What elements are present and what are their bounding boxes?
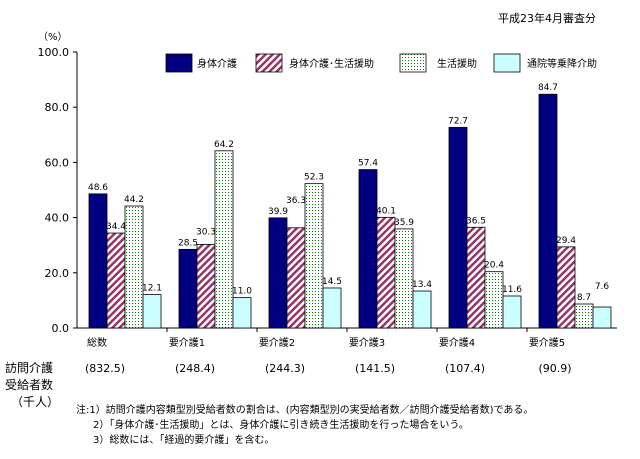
data-label: 84.7 bbox=[538, 83, 558, 93]
legend-label: 身体介護･生活援助 bbox=[289, 57, 374, 70]
bar bbox=[394, 228, 414, 329]
data-label: 44.2 bbox=[124, 195, 144, 205]
data-label: 36.5 bbox=[466, 216, 486, 226]
x-tick-label: 要介護2 bbox=[259, 336, 295, 349]
legend-swatch bbox=[165, 53, 193, 73]
data-label: 34.4 bbox=[106, 222, 126, 232]
bar bbox=[178, 248, 198, 329]
data-label: 40.1 bbox=[376, 206, 396, 216]
bar bbox=[592, 306, 612, 329]
legend-swatch bbox=[255, 53, 283, 73]
data-label: 20.4 bbox=[484, 261, 504, 271]
data-label: 64.2 bbox=[214, 140, 234, 150]
data-label: 36.3 bbox=[286, 196, 306, 206]
y-tick-label: 60.0 bbox=[45, 156, 70, 169]
recipients-value: (248.4) bbox=[175, 362, 215, 375]
chart-subtitle: 平成23年4月審査分 bbox=[498, 12, 596, 25]
data-label: 13.4 bbox=[412, 280, 432, 290]
x-tick-label: 要介護4 bbox=[439, 336, 475, 349]
bar bbox=[574, 303, 594, 329]
x-tick-label: 要介護5 bbox=[529, 336, 565, 349]
data-label: 11.6 bbox=[502, 285, 522, 295]
y-tick-label: 80.0 bbox=[45, 101, 70, 114]
x-tick-label: 要介護1 bbox=[169, 336, 205, 349]
bar bbox=[142, 294, 162, 329]
bar bbox=[538, 93, 558, 329]
recipients-value: (90.9) bbox=[538, 362, 571, 375]
data-label: 35.9 bbox=[394, 218, 414, 228]
bar bbox=[268, 217, 288, 329]
bar bbox=[358, 169, 378, 329]
bar bbox=[322, 287, 342, 329]
legend-swatch bbox=[493, 53, 521, 73]
recipients-value: (141.5) bbox=[355, 362, 395, 375]
data-label: 8.7 bbox=[577, 293, 591, 303]
note-1: 注:1）訪問介護内容類型別受給者数の割合は、(内容類型別の実受給者数／訪問介護受… bbox=[76, 405, 534, 416]
y-tick-label: 0.0 bbox=[52, 322, 70, 335]
data-label: 11.0 bbox=[232, 287, 252, 297]
recipients-value: (244.3) bbox=[265, 362, 305, 375]
data-label: 39.9 bbox=[268, 207, 288, 217]
x-tick-label: 総数 bbox=[87, 336, 107, 349]
x-tick-label: 要介護3 bbox=[349, 336, 385, 349]
bar bbox=[376, 216, 396, 329]
note-3: 3）総数には、「経過的要介護」を含む。 bbox=[93, 435, 275, 446]
bar bbox=[556, 246, 576, 329]
data-label: 30.3 bbox=[196, 227, 216, 237]
y-tick-label: 20.0 bbox=[45, 267, 70, 280]
bar bbox=[196, 243, 216, 329]
y-tick-label: 100.0 bbox=[38, 46, 70, 59]
bar bbox=[286, 227, 306, 329]
data-label: 12.1 bbox=[142, 284, 162, 294]
recipients-label: 訪問介護 受給者数 （千人） bbox=[5, 360, 59, 411]
y-axis-label: （%） bbox=[38, 32, 68, 43]
recipients-label-line: 受給者数 bbox=[5, 378, 54, 392]
bar bbox=[106, 232, 126, 329]
bar bbox=[232, 297, 252, 329]
y-tick-label: 40.0 bbox=[45, 212, 70, 225]
note-2: 2）「身体介護･生活援助」とは、身体介護に引き続き生活援助を行った場合をいう。 bbox=[93, 420, 469, 431]
recipients-value: (107.4) bbox=[445, 362, 485, 375]
bar bbox=[484, 271, 504, 329]
data-label: 72.7 bbox=[448, 116, 468, 126]
recipients-label-line: （千人） bbox=[11, 395, 60, 409]
recipients-value: (832.5) bbox=[85, 362, 125, 375]
bar bbox=[88, 193, 108, 329]
bar bbox=[214, 150, 234, 329]
recipients-label-line: 訪問介護 bbox=[5, 361, 54, 375]
legend-label: 生活援助 bbox=[437, 57, 477, 70]
chart-notes: 注:1）訪問介護内容類型別受給者数の割合は、(内容類型別の実受給者数／訪問介護受… bbox=[76, 403, 533, 448]
legend-swatch bbox=[399, 53, 427, 73]
bar bbox=[466, 226, 486, 329]
data-label: 14.5 bbox=[322, 277, 342, 287]
data-label: 28.5 bbox=[178, 238, 198, 248]
bar bbox=[502, 295, 522, 329]
data-label: 29.4 bbox=[556, 236, 576, 246]
bar bbox=[124, 205, 144, 329]
legend-label: 身体介護 bbox=[197, 57, 237, 70]
data-label: 57.4 bbox=[358, 159, 378, 169]
data-label: 7.6 bbox=[595, 282, 610, 292]
bar bbox=[448, 126, 468, 329]
data-label: 52.3 bbox=[304, 173, 324, 183]
data-label: 48.6 bbox=[88, 183, 108, 193]
bar bbox=[412, 290, 432, 329]
bar bbox=[304, 183, 324, 329]
legend-label: 通院等乗降介助 bbox=[527, 57, 597, 70]
